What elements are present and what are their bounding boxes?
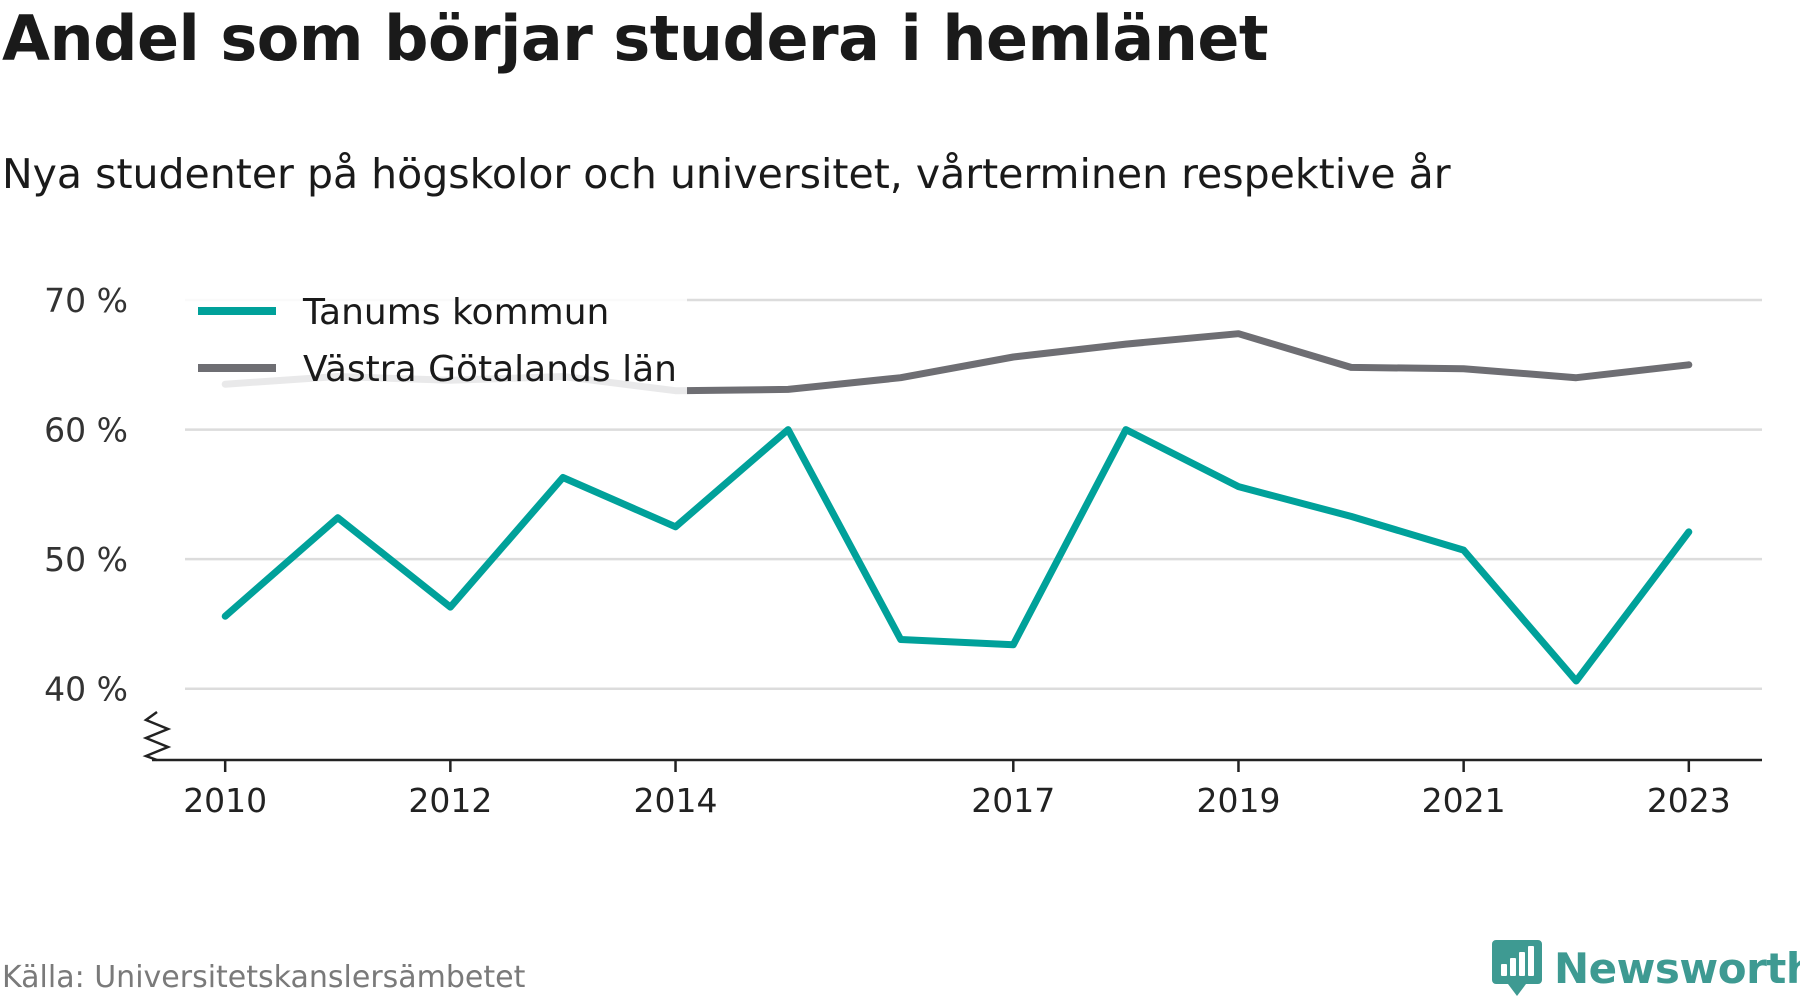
brand-logo: Newsworthy (1492, 940, 1800, 996)
axes: 40 % 50 % 60 % 70 % 2010 2012 2014 2017 2019 2021… (44, 281, 1762, 820)
x-tick-label: 2023 (1647, 781, 1731, 820)
legend-label: Västra Götalands län (303, 349, 677, 390)
y-tick-label: 70 % (44, 281, 128, 320)
chart-subtitle: Nya studenter på högskolor och universit… (2, 150, 1451, 198)
y-tick-label: 40 % (44, 670, 128, 709)
legend-background (182, 275, 687, 395)
source-note: Källa: Universitetskanslersämbetet (2, 960, 526, 995)
x-tick-label: 2021 (1422, 781, 1506, 820)
series-line-0 (221, 426, 1693, 685)
chart-title: Andel som börjar studera i hemlänet (2, 2, 1269, 75)
line-chart: 40 % 50 % 60 % 70 % 2010 2012 2014 2017 2019 2021… (44, 275, 1762, 820)
x-tick-label: 2010 (183, 781, 267, 820)
legend: Tanums kommun Västra Götalands län (182, 275, 687, 395)
brand-name: Newsworthy (1554, 943, 1800, 993)
y-tick-label: 50 % (44, 540, 128, 579)
legend-label: Tanums kommun (302, 292, 609, 333)
axis-break-icon (142, 710, 172, 762)
x-tick-label: 2017 (971, 781, 1055, 820)
x-tick-label: 2019 (1196, 781, 1280, 820)
x-tick-label: 2014 (634, 781, 718, 820)
x-tick-label: 2012 (408, 781, 492, 820)
bar-chart-pin-icon (1492, 940, 1542, 996)
y-tick-label: 60 % (44, 411, 128, 450)
